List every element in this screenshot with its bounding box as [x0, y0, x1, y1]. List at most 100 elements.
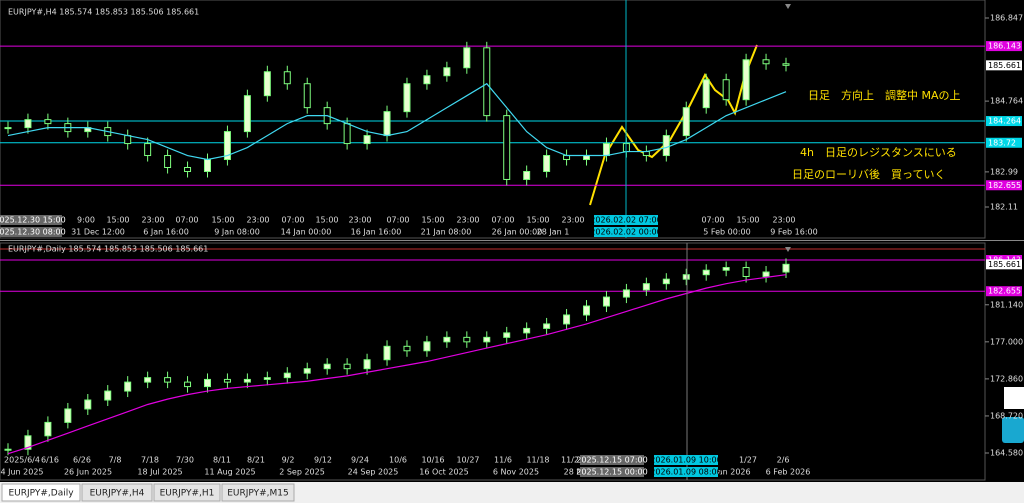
price-box	[986, 259, 1022, 270]
candle	[124, 135, 132, 145]
x-label: 23:00	[772, 216, 795, 225]
x-label: 11/18	[526, 456, 549, 465]
cross-label: 2025.12.15 00:00	[576, 468, 647, 477]
tab[interactable]	[1, 483, 81, 502]
x-label: 9/12	[314, 456, 332, 465]
x-label: 6 Jan 16:00	[143, 228, 189, 237]
cross-label: 2025.12.15 07:00	[576, 456, 647, 465]
price-label: 185.661	[988, 61, 1021, 70]
candle	[722, 267, 730, 271]
x-label: 15:00	[106, 216, 129, 225]
x-label: 16 Jan 16:00	[351, 228, 402, 237]
x-label: 26 Jan 00:00	[492, 228, 543, 237]
x-label: 23:00	[141, 216, 164, 225]
y-tick-label: 182.99	[990, 167, 1018, 176]
candle	[124, 381, 132, 392]
candle	[483, 47, 491, 117]
x-label: 5 Feb 00:00	[703, 228, 750, 237]
candle	[503, 115, 511, 180]
x-label: 10/27	[456, 456, 479, 465]
candle	[144, 377, 152, 383]
x-label: 07:00	[701, 216, 724, 225]
candle	[24, 435, 32, 450]
y-tick-label: 184.764	[990, 97, 1023, 106]
candle	[104, 390, 112, 401]
x-label: 6/16	[41, 456, 59, 465]
candle	[343, 363, 351, 370]
candle	[323, 363, 331, 370]
tab-label[interactable]: EURJPY#,M15	[227, 489, 289, 499]
candle	[283, 372, 291, 379]
tab[interactable]	[81, 483, 153, 502]
candle	[662, 135, 670, 157]
tab-label[interactable]: EURJPY#,H1	[160, 489, 215, 499]
cross-box	[654, 455, 718, 465]
candle	[602, 296, 610, 307]
shift-marker	[785, 247, 791, 252]
x-label: 2 Sep 2025	[279, 468, 325, 477]
x-label: 10/6	[389, 456, 407, 465]
x-label: 6 Nov 2025	[493, 468, 539, 477]
cross-box	[654, 467, 718, 477]
annotation: 4h 日足のレジスタンスにいる	[800, 146, 957, 159]
candle	[403, 83, 411, 113]
x-label: 10/16	[421, 456, 444, 465]
x-label: 7/30	[176, 456, 194, 465]
candle	[403, 345, 411, 352]
level-label: 182.655	[988, 181, 1021, 190]
candle	[303, 368, 311, 374]
x-label: 28 N	[564, 468, 583, 477]
candle	[742, 59, 750, 101]
x-label: 7/18	[141, 456, 159, 465]
x-label: 9:00	[77, 216, 95, 225]
candle	[263, 71, 271, 97]
signal-icon[interactable]	[1002, 417, 1024, 443]
candle	[702, 79, 710, 109]
x-label: 15:00	[421, 216, 444, 225]
level-box	[986, 180, 1022, 191]
candle	[203, 159, 211, 172]
tab-label[interactable]: EURJPY#,Daily	[8, 489, 74, 499]
cross-box	[0, 215, 62, 225]
candle	[383, 345, 391, 361]
x-label: 6/26	[73, 456, 91, 465]
y-tick-label: 182.11	[990, 203, 1018, 212]
x-label: Jan 2026	[714, 468, 750, 477]
annotation: 日足のローリバ後 買っていく	[792, 167, 945, 181]
tab[interactable]	[221, 483, 295, 502]
cross-label: 2026.02.02 00:00	[590, 228, 661, 237]
candle	[223, 131, 231, 161]
cross-box	[594, 227, 658, 237]
candle	[44, 119, 52, 125]
x-label: 9/2	[282, 456, 295, 465]
y-tick-label: 168.720	[990, 411, 1023, 420]
tab[interactable]	[153, 483, 221, 502]
candle	[443, 67, 451, 77]
cross-label: 2025.12.30 15:00	[0, 216, 66, 225]
pen-icon[interactable]	[1004, 387, 1024, 409]
level-label: 184.264	[988, 117, 1021, 126]
candle	[662, 278, 670, 285]
x-label: 23:00	[348, 216, 371, 225]
candle	[303, 83, 311, 109]
level-box	[986, 286, 1022, 297]
candle	[363, 135, 371, 145]
panel-title: EURJPY#,H4 185.574 185.853 185.506 185.6…	[8, 8, 199, 17]
x-label: 6 Feb 2026	[766, 468, 811, 477]
candle	[4, 448, 12, 451]
candle	[144, 143, 152, 157]
candle	[243, 378, 251, 383]
candle	[642, 283, 650, 291]
x-label: 24 Sep 2025	[348, 468, 399, 477]
level-box	[986, 137, 1022, 148]
daily-frame	[0, 242, 986, 481]
tab-label[interactable]: EURJPY#,H4	[90, 489, 145, 499]
x-label: 2/6	[777, 456, 790, 465]
candle	[343, 123, 351, 145]
x-label: 23:00	[561, 216, 584, 225]
x-label: 9 Jan 08:00	[214, 228, 260, 237]
candle	[543, 155, 551, 172]
candle	[722, 79, 730, 101]
candle	[602, 143, 610, 157]
